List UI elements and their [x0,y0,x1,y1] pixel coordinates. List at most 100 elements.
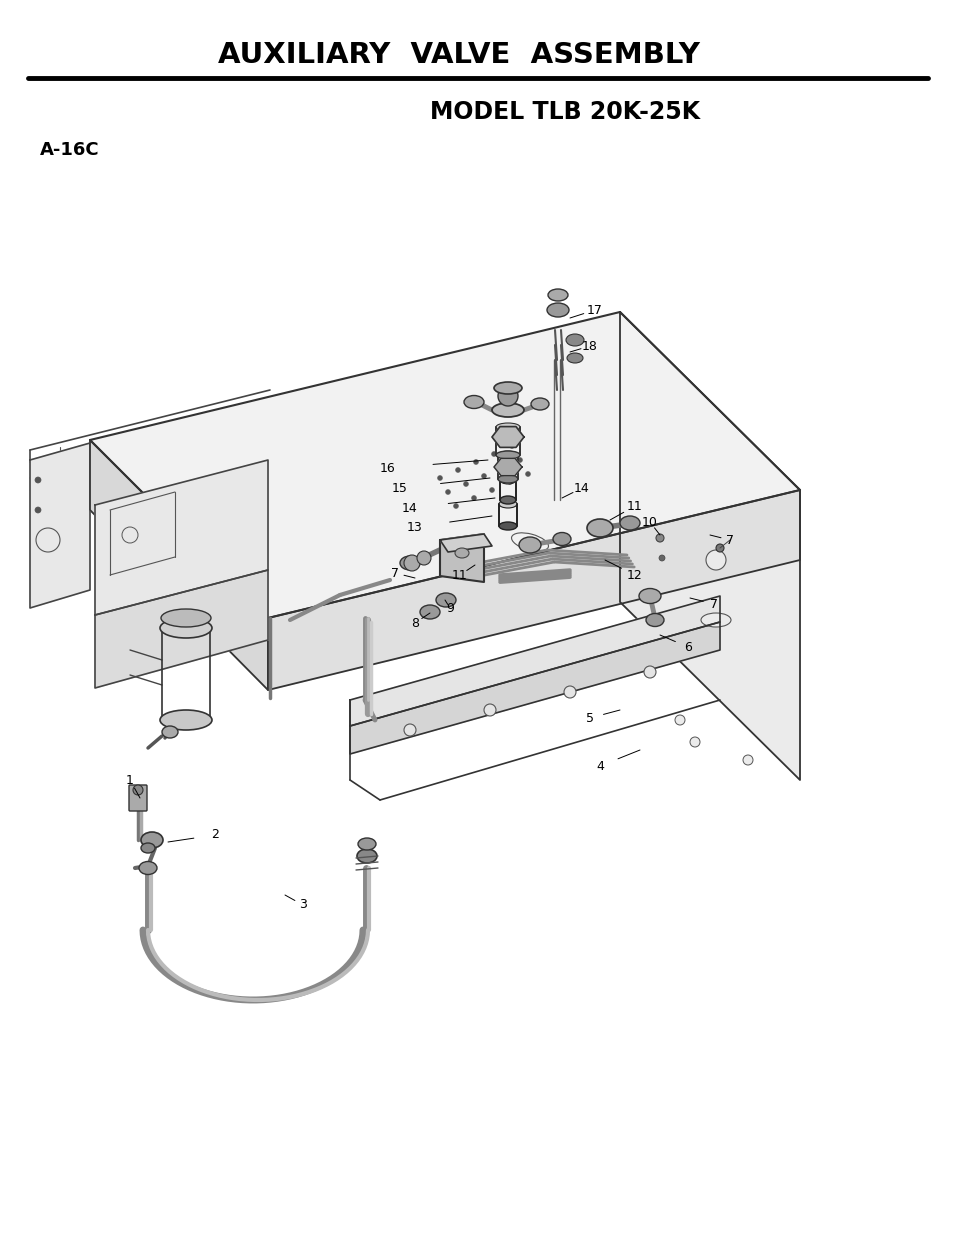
Polygon shape [350,622,720,755]
Ellipse shape [499,496,516,504]
Text: 4: 4 [596,760,603,773]
Polygon shape [30,443,90,608]
Ellipse shape [399,556,419,571]
Circle shape [517,457,522,462]
Text: 1: 1 [126,773,133,787]
Polygon shape [90,440,268,690]
Text: 11: 11 [626,499,642,513]
Polygon shape [95,459,268,615]
Text: 6: 6 [683,641,691,653]
Polygon shape [439,534,492,552]
Text: 7: 7 [391,567,398,579]
Polygon shape [90,312,800,618]
Ellipse shape [511,532,548,551]
Circle shape [716,543,723,552]
Ellipse shape [357,839,375,850]
Polygon shape [494,458,521,475]
Circle shape [483,704,496,716]
Ellipse shape [547,289,567,301]
Circle shape [36,529,60,552]
Text: MODEL TLB 20K-25K: MODEL TLB 20K-25K [430,100,700,124]
Circle shape [481,473,486,478]
Ellipse shape [566,353,582,363]
Ellipse shape [546,303,568,317]
Circle shape [689,737,700,747]
Ellipse shape [700,613,730,627]
Text: 12: 12 [626,568,642,582]
Ellipse shape [639,589,660,604]
Text: 7: 7 [725,534,733,547]
Ellipse shape [518,537,540,553]
Ellipse shape [356,848,376,863]
Text: 11: 11 [452,568,467,582]
Circle shape [445,489,450,494]
Circle shape [675,715,684,725]
Text: 18: 18 [581,340,598,352]
Text: A-16C: A-16C [40,141,99,159]
Ellipse shape [139,862,157,874]
Polygon shape [95,571,268,688]
Text: 9: 9 [446,601,454,615]
Ellipse shape [492,403,523,417]
Circle shape [35,508,41,513]
Circle shape [507,479,512,484]
Ellipse shape [565,333,583,346]
Text: 2: 2 [211,829,218,841]
Circle shape [403,724,416,736]
Ellipse shape [141,844,154,853]
Ellipse shape [531,398,548,410]
Circle shape [403,555,419,571]
Ellipse shape [586,519,613,537]
Circle shape [563,685,576,698]
Ellipse shape [619,516,639,530]
Circle shape [455,468,460,473]
Polygon shape [268,490,800,690]
Ellipse shape [494,382,521,394]
Circle shape [473,459,478,464]
Ellipse shape [497,475,517,483]
Ellipse shape [496,424,519,431]
Ellipse shape [499,475,516,484]
Ellipse shape [498,522,517,530]
Circle shape [416,551,431,564]
Text: 10: 10 [641,515,658,529]
Circle shape [525,472,530,477]
Ellipse shape [496,451,519,459]
Text: 16: 16 [379,462,395,474]
Circle shape [656,534,663,542]
Circle shape [489,488,494,493]
Text: 17: 17 [586,304,602,316]
Circle shape [742,755,752,764]
Ellipse shape [494,431,521,443]
Circle shape [705,550,725,571]
Circle shape [643,666,656,678]
Text: 8: 8 [411,616,418,630]
Ellipse shape [141,832,163,848]
Circle shape [453,504,458,509]
Ellipse shape [160,710,212,730]
Ellipse shape [645,614,663,626]
Circle shape [499,466,504,471]
Ellipse shape [497,451,517,459]
Circle shape [132,785,143,795]
Ellipse shape [553,532,571,546]
Text: 13: 13 [407,520,422,534]
Text: 14: 14 [402,501,417,515]
Circle shape [463,482,468,487]
Circle shape [471,495,476,500]
Ellipse shape [455,548,469,558]
Ellipse shape [496,462,519,472]
Text: AUXILIARY  VALVE  ASSEMBLY: AUXILIARY VALVE ASSEMBLY [218,41,700,69]
Ellipse shape [160,618,212,638]
Polygon shape [619,312,800,781]
Circle shape [659,555,664,561]
Circle shape [497,387,517,406]
Polygon shape [439,534,483,582]
Ellipse shape [436,593,456,606]
Text: 15: 15 [392,482,408,494]
Ellipse shape [419,605,439,619]
Circle shape [491,452,496,457]
Ellipse shape [498,500,517,508]
Ellipse shape [162,726,178,739]
Ellipse shape [463,395,483,409]
